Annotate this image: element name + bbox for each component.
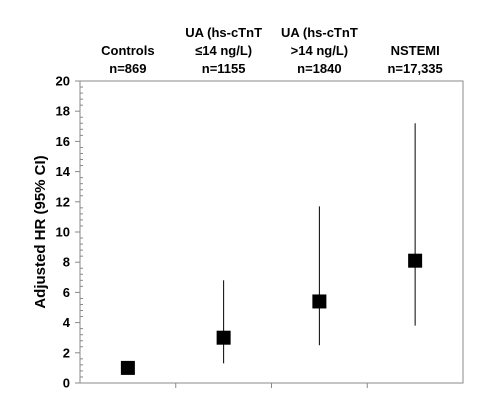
y-tick-label: 14	[56, 164, 71, 179]
y-tick-label: 16	[56, 134, 70, 149]
y-tick-label: 4	[63, 315, 71, 330]
y-tick-label: 6	[63, 285, 70, 300]
data-points	[120, 123, 423, 375]
y-tick-label: 0	[63, 376, 70, 391]
point-marker	[312, 294, 327, 309]
category-label-line: n=17,335	[387, 61, 442, 76]
category-label-line: n=1155	[202, 61, 246, 76]
category-label-line: Controls	[101, 43, 154, 58]
category-label-line: ≤14 ng/L)	[195, 43, 252, 58]
y-tick-label: 10	[56, 225, 70, 240]
category-label-line: n=869	[109, 61, 146, 76]
category-labels: Controls n=869 UA (hs-cTnT ≤14 ng/L) n=1155 U…	[101, 25, 443, 76]
y-tick-label: 18	[56, 104, 70, 119]
point-marker	[216, 330, 231, 345]
x-axis	[175, 383, 368, 388]
point-marker	[408, 253, 423, 268]
y-axis-title: Adjusted HR (95% CI)	[32, 155, 49, 308]
point-marker	[120, 360, 135, 375]
plot-frame	[79, 80, 464, 384]
y-axis: 0 2 4 6 8 10 12 14 16 18 20	[56, 74, 83, 391]
category-label-line: >14 ng/L)	[291, 43, 348, 58]
y-tick-label: 2	[63, 345, 70, 360]
y-tick-label: 20	[56, 74, 70, 89]
y-tick-label: 12	[56, 194, 70, 209]
y-tick-label: 8	[63, 255, 70, 270]
category-label-line: n=1840	[297, 61, 341, 76]
category-label-line: UA (hs-cTnT	[185, 25, 262, 40]
category-label-line: NSTEMI	[391, 43, 440, 58]
category-label-line: UA (hs-cTnT	[281, 25, 358, 40]
